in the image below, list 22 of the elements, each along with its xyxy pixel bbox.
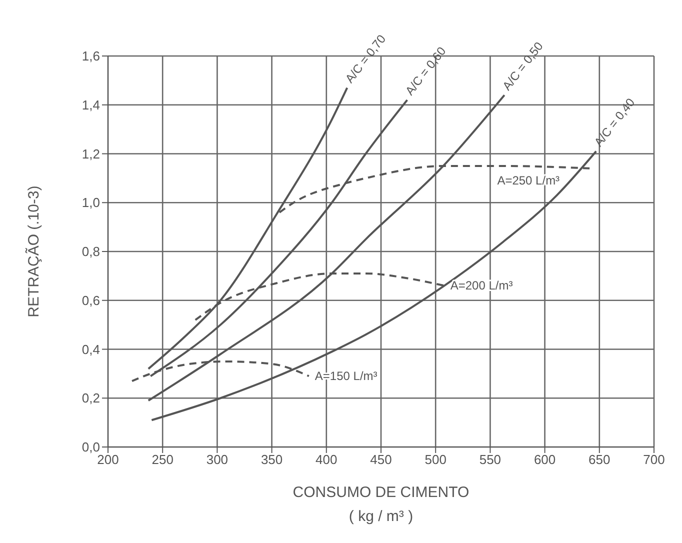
x-tick-label: 250 <box>152 452 174 468</box>
y-tick-label: 1,0 <box>82 195 100 210</box>
x-tick-label: 650 <box>588 452 610 468</box>
y-tick-label: 0,0 <box>82 440 100 455</box>
y-tick-label: 1,6 <box>82 48 100 64</box>
y-tick-label: 0,2 <box>82 390 100 406</box>
x-tick-label: 400 <box>316 452 338 468</box>
x-tick-label: 550 <box>479 452 502 468</box>
y-tick-label: 0,6 <box>82 292 100 308</box>
x-tick-label: 600 <box>534 452 556 468</box>
y-axis-title: RETRAÇÃO (.10-3) <box>24 186 42 318</box>
y-tick-label: 1,2 <box>82 146 100 162</box>
x-tick-label: 700 <box>643 452 665 468</box>
x-axis-title: CONSUMO DE CIMENTO ( kg / m³ ) <box>292 484 470 525</box>
x-tick-label: 500 <box>424 452 446 468</box>
y-tick-label: 0,8 <box>82 244 100 260</box>
y-tick-label: 1,4 <box>82 97 100 112</box>
y-tick-label: 0,4 <box>82 342 100 357</box>
x-tick-label: 450 <box>370 452 392 468</box>
x-tick-label: 200 <box>97 452 119 468</box>
x-tick-label: 350 <box>260 452 283 468</box>
x-tick-label: 300 <box>206 452 228 468</box>
